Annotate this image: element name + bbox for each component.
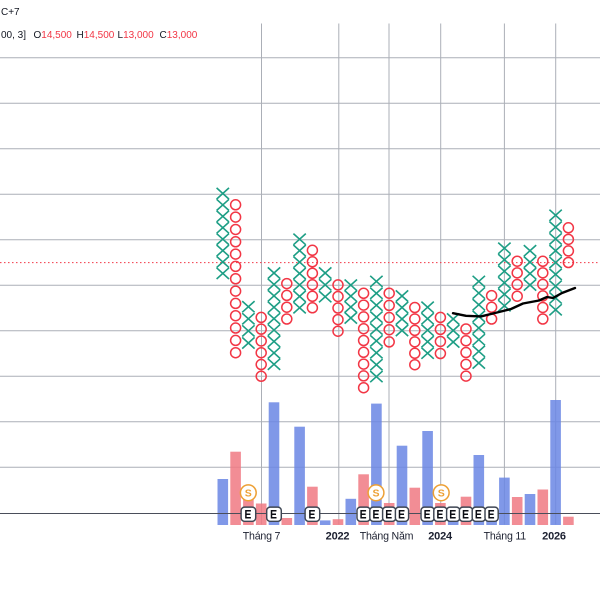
svg-text:S: S: [438, 487, 445, 499]
svg-text:Tháng Năm: Tháng Năm: [360, 531, 414, 543]
svg-text:00, 3]: 00, 3]: [1, 30, 26, 41]
svg-text:C13,000: C13,000: [160, 30, 198, 41]
svg-text:2024: 2024: [428, 531, 453, 543]
svg-text:O14,500: O14,500: [34, 30, 73, 41]
svg-text:C+7: C+7: [1, 7, 20, 18]
svg-text:Tháng 11: Tháng 11: [484, 531, 527, 543]
svg-text:H14,500: H14,500: [77, 30, 115, 41]
svg-text:2022: 2022: [326, 531, 350, 543]
svg-text:S: S: [372, 487, 379, 499]
svg-text:S: S: [245, 487, 252, 499]
svg-text:L13,000: L13,000: [118, 30, 155, 41]
svg-text:2026: 2026: [542, 531, 566, 543]
svg-text:Tháng 7: Tháng 7: [243, 531, 281, 543]
